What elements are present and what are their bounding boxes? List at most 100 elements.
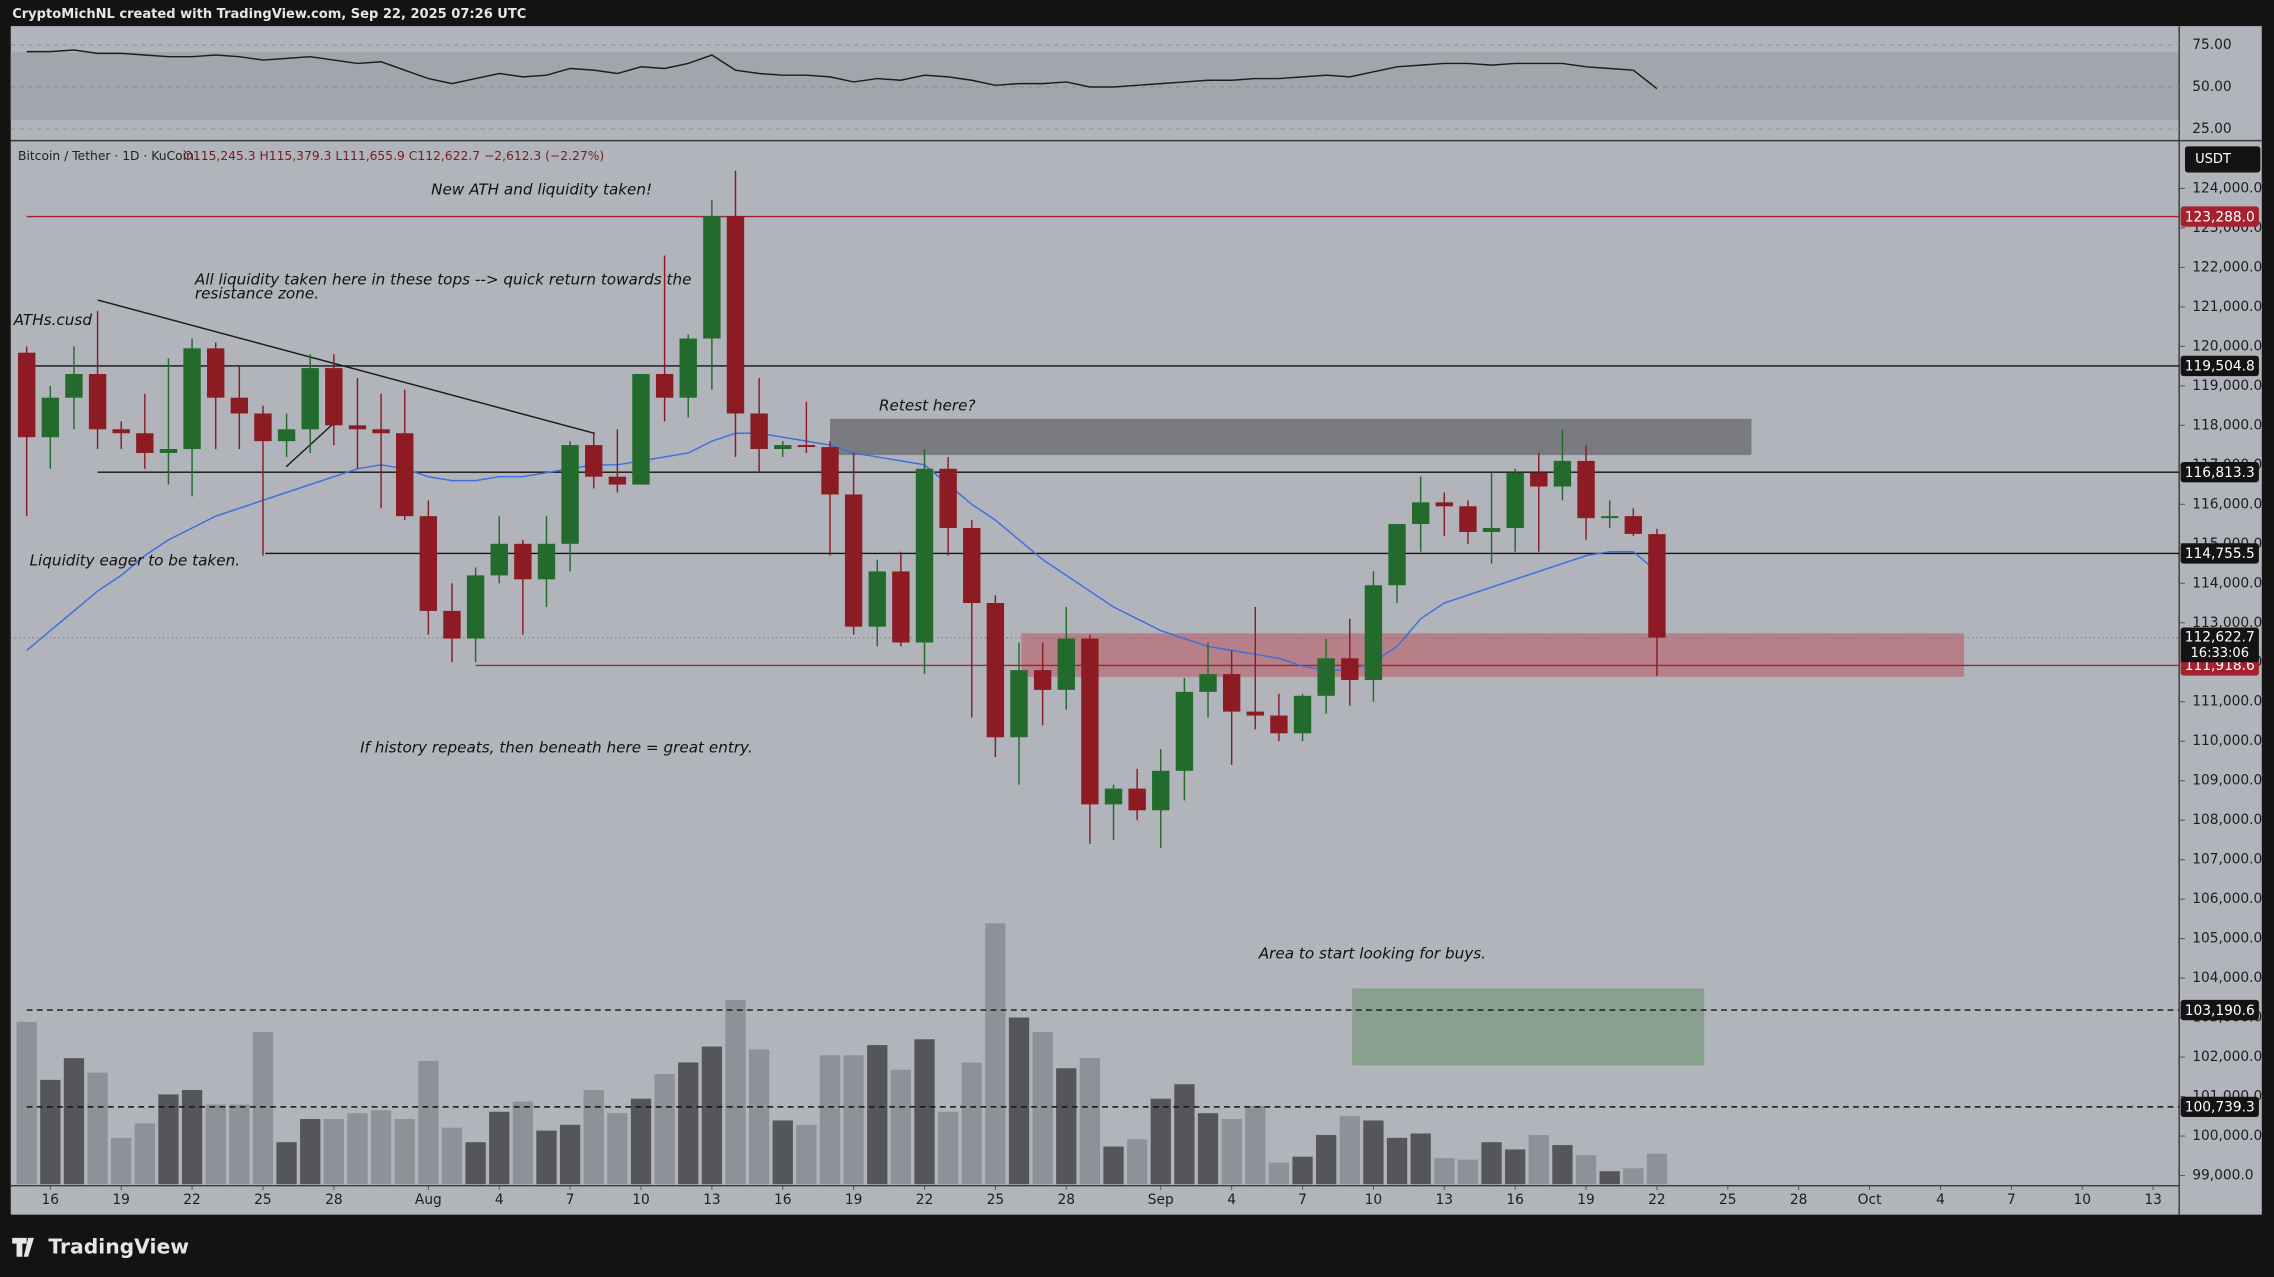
candle-body <box>561 445 579 544</box>
brand: TradingView <box>48 1235 189 1259</box>
y-tick-label: 99,000.0 <box>2192 1168 2253 1184</box>
candle-body <box>159 449 178 453</box>
volume-bar <box>1552 1145 1573 1185</box>
volume-bar <box>796 1124 817 1185</box>
volume-bar <box>1575 1155 1597 1185</box>
level-label-box <box>2180 206 2259 227</box>
volume-bar <box>1292 1156 1313 1185</box>
candle-body <box>325 368 343 426</box>
candle-body <box>1175 691 1194 771</box>
y-tick-label: 111,000.0 <box>2192 694 2262 710</box>
volume-bar <box>134 1123 155 1185</box>
x-tick-label: 28 <box>1057 1192 1075 1208</box>
volume-bar <box>1197 1113 1219 1185</box>
volume-bar <box>630 1098 652 1185</box>
x-tick-label: 16 <box>1506 1192 1524 1208</box>
x-tick-label: 28 <box>325 1192 343 1208</box>
candle-body <box>797 445 816 448</box>
volume-bar <box>489 1111 510 1185</box>
y-tick-label: 107,000.0 <box>2192 852 2262 868</box>
volume-bar <box>725 1000 746 1185</box>
candle-body <box>419 516 438 611</box>
rsi-tick-label: 25.00 <box>2192 121 2231 137</box>
x-tick-label: 22 <box>1648 1192 1666 1208</box>
rsi-line <box>26 49 1658 90</box>
volume-bar <box>559 1124 581 1185</box>
volume-bar <box>1103 1146 1124 1185</box>
volume-bar <box>111 1137 132 1185</box>
candle-body <box>348 425 367 430</box>
candle-body <box>632 374 650 485</box>
annotation: All liquidity taken here in these tops -… <box>194 270 692 288</box>
y-tick-label: 100,000.0 <box>2192 1128 2262 1144</box>
y-tick-label: 110,000.0 <box>2192 733 2262 749</box>
volume-bar <box>583 1090 604 1185</box>
x-tick-label: 22 <box>183 1192 201 1208</box>
x-tick-label: 19 <box>1577 1192 1595 1208</box>
volume-bar <box>1150 1098 1171 1185</box>
y-tick-label: 122,000.0 <box>2192 259 2262 275</box>
x-tick-label: 25 <box>987 1192 1005 1208</box>
candle-body <box>986 603 1005 738</box>
volume-bar <box>465 1142 486 1185</box>
candle-body <box>88 374 107 430</box>
annotation: ATHs.cusd <box>13 311 93 329</box>
volume-bar <box>1410 1133 1431 1185</box>
candle-body <box>1364 585 1383 681</box>
candle-body <box>915 468 934 643</box>
currency: USDT <box>2195 152 2231 167</box>
y-tick-label: 120,000.0 <box>2192 338 2262 354</box>
candle-body <box>1152 770 1170 811</box>
x-tick-label: Sep <box>1148 1192 1174 1208</box>
y-tick-label: 105,000.0 <box>2192 931 2262 947</box>
candle-body <box>1081 638 1099 805</box>
annotation: Liquidity eager to be taken. <box>30 551 240 569</box>
candle-body <box>254 413 272 442</box>
volume-bar <box>276 1142 297 1185</box>
candle-body <box>1553 460 1572 487</box>
x-tick-label: 10 <box>1365 1192 1383 1208</box>
countdown: 16:33:06 <box>2191 646 2250 661</box>
candle-body <box>1600 516 1619 519</box>
volume-bar <box>914 1039 935 1185</box>
x-tick-label: 16 <box>774 1192 792 1208</box>
volume-bar <box>985 923 1006 1185</box>
volume-bar <box>1268 1162 1290 1185</box>
y-tick-label: 108,000.0 <box>2192 812 2262 828</box>
candle-body <box>750 413 768 450</box>
volume-bar <box>890 1069 912 1185</box>
candle-body <box>963 527 981 604</box>
x-tick-label: 7 <box>2007 1192 2016 1208</box>
candle-body <box>1104 788 1123 805</box>
level-label: 114,755.5 <box>2185 546 2255 562</box>
candle-body <box>207 348 225 398</box>
symbol: Bitcoin / Tether · 1D · KuCoin <box>18 149 194 163</box>
candle-body <box>1222 674 1241 712</box>
rsi-tick-label: 50.00 <box>2192 79 2231 95</box>
volume-bar <box>1505 1149 1526 1185</box>
volume-bar <box>1434 1158 1455 1185</box>
candle-body <box>1506 472 1524 528</box>
volume-bar <box>229 1104 250 1185</box>
candle-body <box>679 338 697 398</box>
volume-bar <box>181 1090 203 1185</box>
candle-body <box>17 352 36 438</box>
volume-bar <box>300 1119 321 1185</box>
last-price-box <box>2180 627 2259 663</box>
candle-body <box>183 348 201 450</box>
candle-body <box>1293 695 1312 734</box>
rsi-tick-label: 75.00 <box>2192 37 2231 53</box>
candle-body <box>1577 460 1595 519</box>
volume-bar <box>1339 1116 1360 1185</box>
y-tick-label: 119,000.0 <box>2192 378 2262 394</box>
level-label: 123,288.0 <box>2185 209 2255 225</box>
candle-body <box>136 433 154 453</box>
annotation: New ATH and liquidity taken! <box>431 180 652 198</box>
volume-bar <box>418 1061 439 1185</box>
candle-body <box>443 610 461 639</box>
candle-body <box>939 468 957 528</box>
candle-body <box>1411 502 1430 525</box>
x-tick-label: 10 <box>632 1192 650 1208</box>
volume-bar <box>441 1127 463 1185</box>
